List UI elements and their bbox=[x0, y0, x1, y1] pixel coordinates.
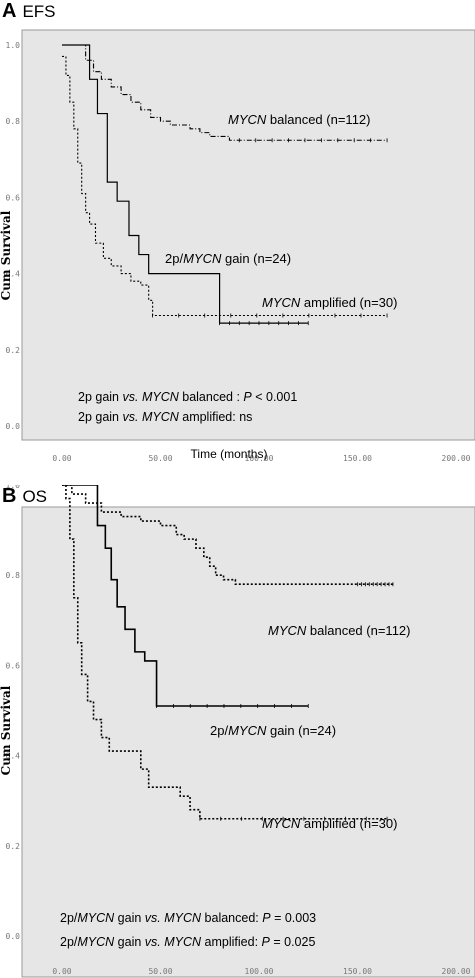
stat-annotation-part: vs. bbox=[122, 410, 138, 424]
stat-annotation-part: MYCN bbox=[164, 911, 202, 925]
stat-annotation-part: P bbox=[262, 935, 271, 949]
series-label-part: MYCN bbox=[228, 723, 267, 738]
y-axis-label: Cum Survival bbox=[0, 210, 13, 300]
stat-annotation-part: balanced : bbox=[179, 390, 244, 404]
series-label-part: MYCN bbox=[268, 623, 307, 638]
stat-annotation-part: MYCN bbox=[164, 935, 202, 949]
stat-annotation-part: vs. bbox=[122, 390, 138, 404]
stat-annotation-part: gain bbox=[114, 911, 145, 925]
series-label-part: gain (n=24) bbox=[221, 251, 291, 266]
plot-area bbox=[21, 506, 475, 978]
y-axis-label: Cum Survival bbox=[0, 685, 13, 775]
stat-annotation-part: amplified: bbox=[201, 935, 261, 949]
panel-b-header: B OS bbox=[2, 485, 47, 511]
stat-annotation-part: amplified: ns bbox=[179, 410, 253, 424]
series-label-part: MYCN bbox=[183, 251, 222, 266]
y-tick-label: 0.2 bbox=[6, 346, 21, 355]
stat-annotation-part: vs. bbox=[145, 911, 161, 925]
y-tick-label: 0.4 bbox=[6, 270, 21, 279]
x-tick-label: 150.00 bbox=[343, 454, 372, 463]
stat-annotation-part: = 0.025 bbox=[270, 935, 316, 949]
stat-annotation-part: = 0.003 bbox=[271, 911, 317, 925]
series-label-part: MYCN bbox=[262, 295, 301, 310]
stat-annotation-part: 2p/ bbox=[60, 911, 78, 925]
series-line bbox=[62, 44, 309, 324]
series-label: 2p/MYCN gain (n=24) bbox=[210, 723, 336, 738]
stat-annotation: 2p/MYCN gain vs. MYCN balanced: P = 0.00… bbox=[60, 911, 316, 925]
panel-b-letter: B bbox=[2, 485, 17, 507]
y-tick-label: 0.4 bbox=[6, 752, 21, 761]
series-label: MYCN balanced (n=112) bbox=[228, 112, 370, 127]
os-chart: 0.0 0.2 0.4 0.6 0.8 1.0 0.00 50.00 100.00 150.00 2… bbox=[0, 485, 475, 978]
x-tick-label: 50.00 bbox=[148, 454, 172, 463]
stat-annotation-part: MYCN bbox=[142, 410, 180, 424]
y-tick-label: 1.0 bbox=[6, 485, 21, 490]
y-tick-label: 0.8 bbox=[6, 117, 21, 126]
series-label-part: balanced (n=112) bbox=[306, 623, 410, 638]
series-label-part: MYCN bbox=[228, 112, 267, 127]
series-line bbox=[62, 55, 388, 317]
x-tick-label: 150.00 bbox=[343, 967, 372, 976]
series-label-part: gain (n=24) bbox=[266, 723, 336, 738]
series-label: MYCN amplified (n=30) bbox=[262, 816, 397, 831]
x-tick-label: 0.00 bbox=[52, 967, 71, 976]
series-label-part: amplified bbox=[300, 816, 356, 831]
panel-a-title: EFS bbox=[22, 2, 56, 21]
y-tick-label: 0.0 bbox=[6, 422, 21, 431]
y-tick-label: 1.0 bbox=[6, 41, 21, 50]
x-tick-label: 100.00 bbox=[245, 454, 274, 463]
panel-b-os: B OS 0.0 0.2 0.4 0.6 0.8 1.0 0.00 50.00 100.00 15… bbox=[0, 485, 475, 978]
panel-a-letter: A bbox=[2, 0, 17, 22]
x-tick-label: 50.00 bbox=[148, 967, 172, 976]
stat-annotation-part: P bbox=[243, 390, 252, 404]
stat-annotation-part: balanced: bbox=[201, 911, 262, 925]
plot-area bbox=[21, 29, 475, 441]
series-label: MYCN balanced (n=112) bbox=[268, 623, 410, 638]
stat-annotation-part: P bbox=[262, 911, 271, 925]
stat-annotation-part: 2p gain bbox=[78, 410, 122, 424]
stat-annotation-part: 2p/ bbox=[60, 935, 78, 949]
panel-b-title: OS bbox=[22, 487, 48, 506]
series-label-part: (n=30) bbox=[356, 816, 398, 831]
x-tick-label: 0.00 bbox=[52, 454, 71, 463]
panel-a-header: A EFS bbox=[2, 0, 56, 26]
y-tick-label: 0.6 bbox=[6, 661, 21, 670]
stat-annotation: 2p/MYCN gain vs. MYCN amplified: P = 0.0… bbox=[60, 935, 315, 949]
stat-annotation: 2p gain vs. MYCN amplified: ns bbox=[78, 410, 252, 424]
x-tick-label: 100.00 bbox=[245, 967, 274, 976]
series-label: 2p/MYCN gain (n=24) bbox=[165, 251, 291, 266]
y-tick-label: 0.0 bbox=[6, 932, 21, 941]
series-label-part: 2p/ bbox=[165, 251, 183, 266]
series-label-part: amplified (n=30) bbox=[300, 295, 397, 310]
stat-annotation-part: MYCN bbox=[77, 911, 115, 925]
series-line bbox=[62, 485, 309, 707]
stat-annotation: 2p gain vs. MYCN balanced : P < 0.001 bbox=[78, 390, 297, 404]
x-axis-label: Time (months) bbox=[191, 447, 268, 461]
stat-annotation-part: 2p gain bbox=[78, 390, 122, 404]
efs-chart: 0.0 0.2 0.4 0.6 0.8 1.0 0.00 50.00 100.00 150.00 2… bbox=[0, 29, 475, 463]
stat-annotation-part: MYCN bbox=[77, 935, 115, 949]
stat-annotation-part: vs. bbox=[145, 935, 161, 949]
panel-a-efs: A EFS 0.0 0.2 0.4 0.6 0.8 1.0 0.00 50.00 100.00 1… bbox=[0, 0, 475, 485]
x-tick-label: 200.00 bbox=[442, 454, 471, 463]
x-tick-label: 200.00 bbox=[442, 967, 471, 976]
y-tick-label: 0.8 bbox=[6, 571, 21, 580]
series-line bbox=[62, 44, 388, 141]
series-label-part: MYCN bbox=[262, 816, 301, 831]
stat-annotation-part: MYCN bbox=[142, 390, 180, 404]
series-label: MYCN amplified (n=30) bbox=[262, 295, 397, 310]
stat-annotation-part: gain bbox=[114, 935, 145, 949]
series-label-part: balanced (n=112) bbox=[266, 112, 370, 127]
stat-annotation-part: < 0.001 bbox=[252, 390, 298, 404]
series-line bbox=[62, 485, 393, 586]
series-label-part: 2p/ bbox=[210, 723, 228, 738]
y-tick-label: 0.6 bbox=[6, 193, 21, 202]
y-tick-label: 0.2 bbox=[6, 842, 21, 851]
